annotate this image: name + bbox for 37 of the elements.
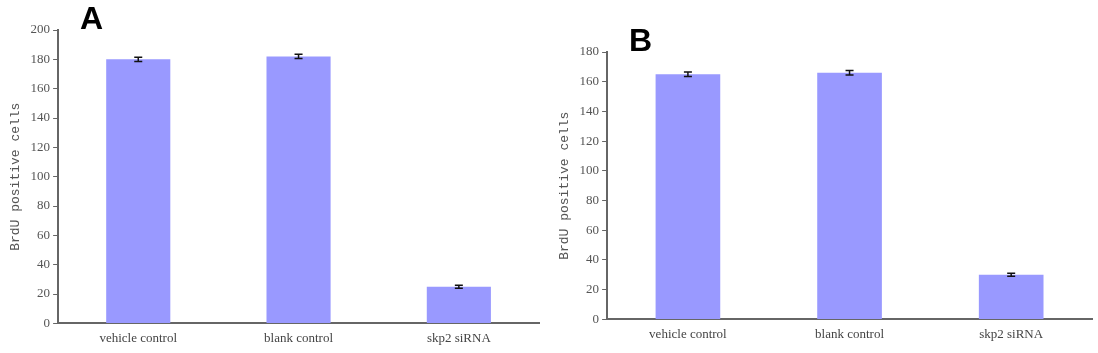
y-tick-label: 0 — [592, 310, 600, 326]
x-tick-label: skp2 siRNA — [979, 325, 1044, 341]
y-tick-label: 20 — [586, 281, 600, 297]
x-tick-label: vehicle control — [99, 329, 178, 345]
x-tick-label: skp2 siRNA — [426, 329, 492, 345]
bar — [817, 72, 882, 319]
y-tick-label: 100 — [579, 162, 600, 178]
y-tick-label: 160 — [579, 73, 600, 89]
bar — [266, 56, 331, 323]
y-tick-label: 20 — [37, 285, 51, 301]
y-tick-label: 60 — [37, 226, 51, 242]
y-tick-label: 0 — [43, 314, 51, 330]
y-tick-label: 120 — [579, 132, 600, 148]
x-tick-label: vehicle control — [649, 325, 728, 341]
y-tick-label: 80 — [586, 191, 600, 207]
y-tick-label: 160 — [30, 80, 51, 96]
bar — [426, 286, 491, 323]
x-tick-label: blank control — [264, 329, 334, 345]
y-tick-label: 40 — [586, 251, 600, 267]
bar — [978, 274, 1044, 319]
y-tick-label: 140 — [30, 109, 51, 125]
y-tick-label: 40 — [37, 256, 51, 272]
y-axis-title: BrdU positive cells — [557, 111, 573, 260]
y-axis-title: BrdU positive cells — [8, 102, 24, 251]
y-tick-label: 120 — [30, 138, 51, 154]
y-tick-label: 180 — [579, 43, 600, 59]
y-tick-label: 60 — [586, 221, 600, 237]
y-tick-label: 80 — [37, 197, 51, 213]
y-tick-label: 140 — [579, 102, 600, 118]
x-tick-label: blank control — [815, 325, 885, 341]
chart-title: A — [80, 0, 104, 36]
y-tick-label: 180 — [30, 50, 51, 66]
bar — [655, 74, 721, 319]
chart-title: B — [629, 21, 653, 58]
bar — [106, 59, 171, 323]
y-tick-label: 200 — [30, 21, 51, 37]
y-tick-label: 100 — [30, 168, 51, 184]
